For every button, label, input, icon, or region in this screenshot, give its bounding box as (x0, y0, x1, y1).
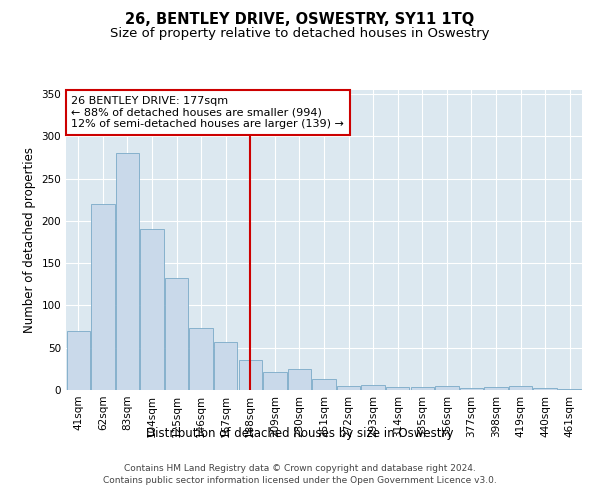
Bar (435, 386, 458, 390)
Bar (263, 372, 287, 390)
Bar (116, 154, 139, 390)
Bar (67, 331, 90, 390)
Bar (386, 388, 409, 390)
Bar (140, 228, 164, 390)
Bar (190, 328, 213, 390)
Bar (361, 385, 385, 390)
Y-axis label: Number of detached properties: Number of detached properties (23, 147, 36, 333)
Bar (288, 369, 311, 390)
Bar (165, 278, 188, 390)
Bar (533, 388, 557, 390)
Bar (484, 386, 508, 390)
Bar (460, 388, 483, 390)
Bar (337, 386, 360, 390)
Bar (239, 360, 262, 390)
Bar (214, 342, 238, 390)
Bar (558, 389, 581, 390)
Text: Distribution of detached houses by size in Oswestry: Distribution of detached houses by size … (146, 428, 454, 440)
Text: 26 BENTLEY DRIVE: 177sqm
← 88% of detached houses are smaller (994)
12% of semi-: 26 BENTLEY DRIVE: 177sqm ← 88% of detach… (71, 96, 344, 129)
Bar (313, 379, 335, 390)
Text: 26, BENTLEY DRIVE, OSWESTRY, SY11 1TQ: 26, BENTLEY DRIVE, OSWESTRY, SY11 1TQ (125, 12, 475, 28)
Bar (410, 386, 434, 390)
Bar (509, 386, 532, 390)
Text: Size of property relative to detached houses in Oswestry: Size of property relative to detached ho… (110, 28, 490, 40)
Bar (91, 204, 115, 390)
Text: Contains HM Land Registry data © Crown copyright and database right 2024.
Contai: Contains HM Land Registry data © Crown c… (103, 464, 497, 485)
